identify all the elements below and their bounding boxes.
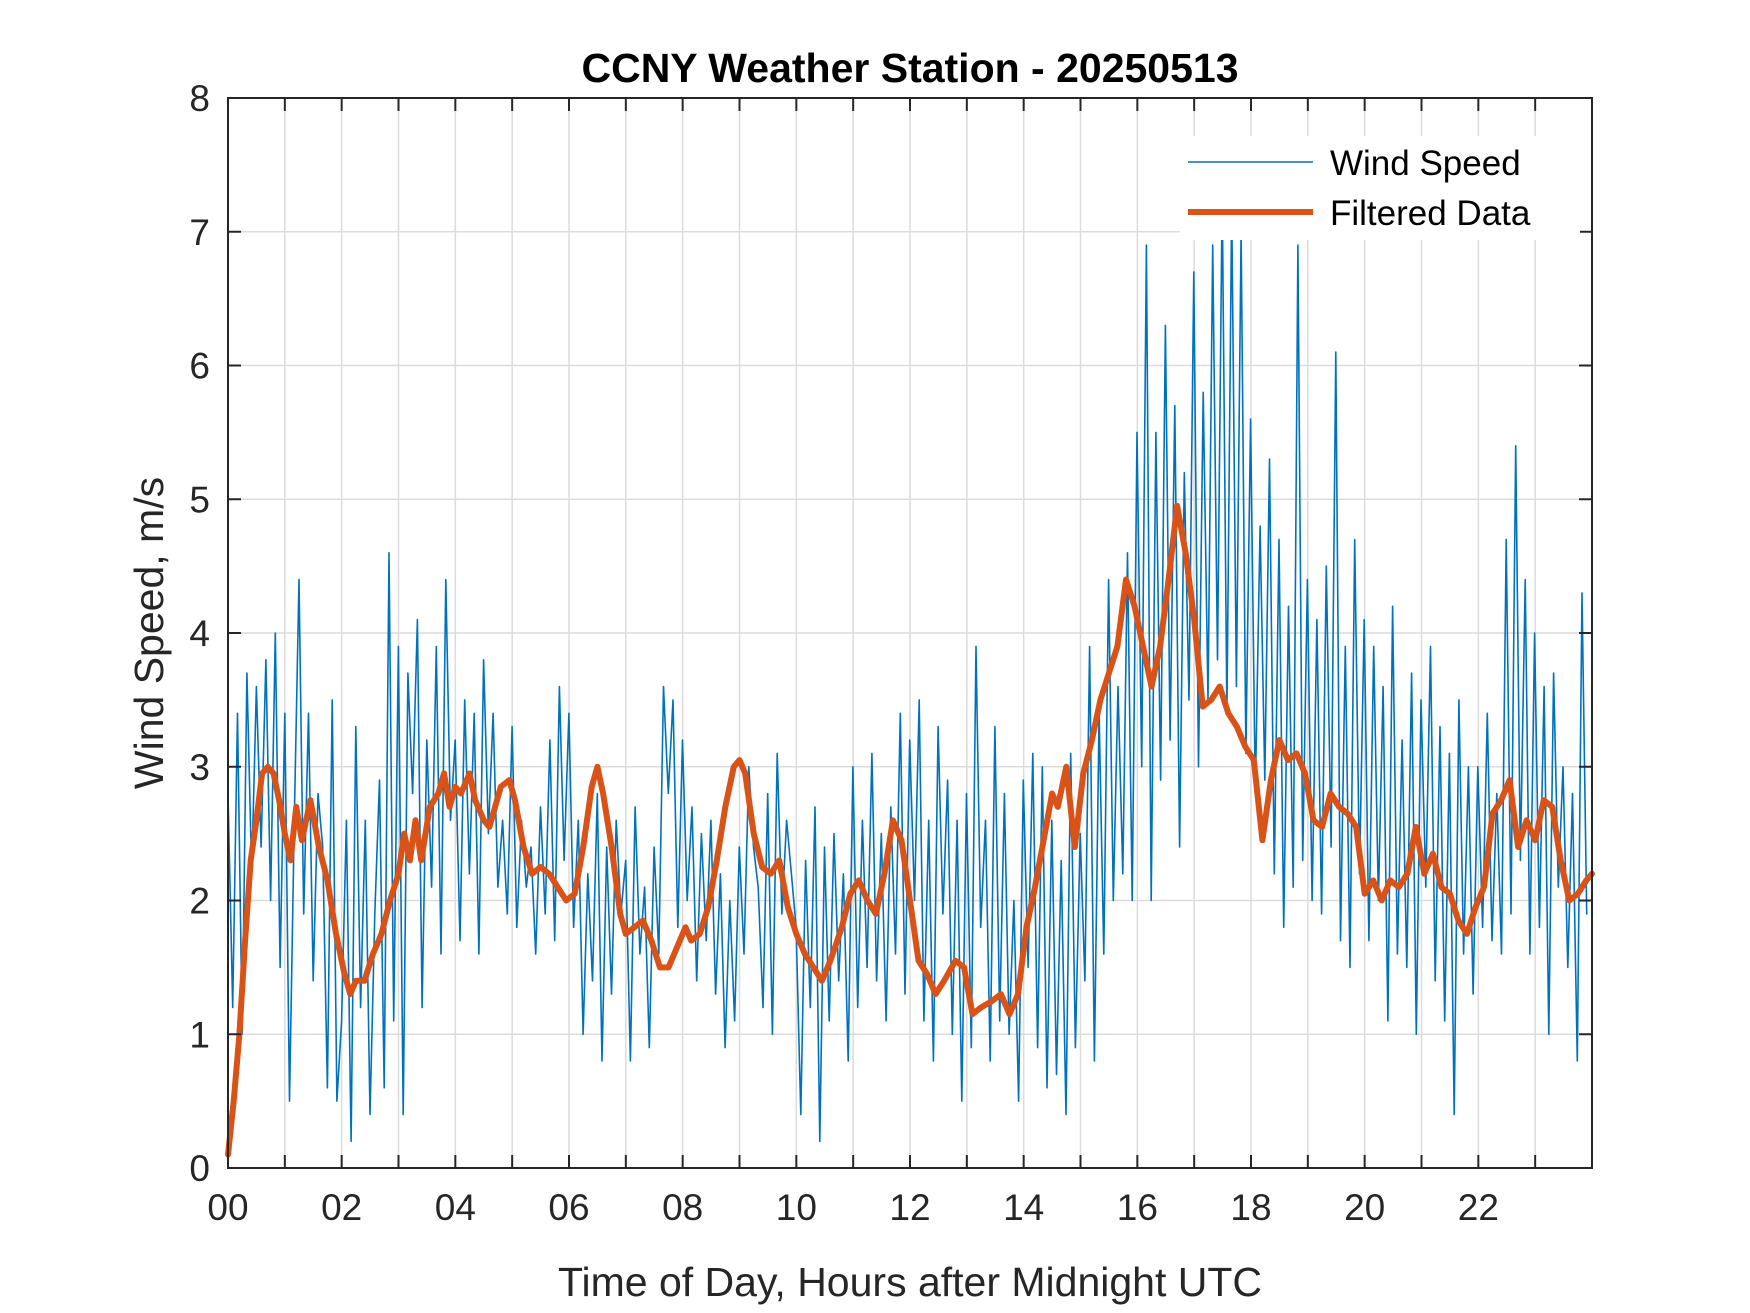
x-tick-label: 20 <box>1344 1187 1385 1228</box>
legend-label-wind-speed: Wind Speed <box>1330 144 1521 183</box>
x-tick-label: 18 <box>1230 1187 1271 1228</box>
x-axis-title: Time of Day, Hours after Midnight UTC <box>558 1259 1262 1305</box>
legend: Wind Speed Filtered Data <box>1180 136 1580 240</box>
y-tick-label: 1 <box>189 1014 210 1055</box>
x-tick-label: 02 <box>321 1187 362 1228</box>
x-tick-label: 12 <box>889 1187 930 1228</box>
ticks <box>227 97 1592 1169</box>
x-tick-label: 14 <box>1003 1187 1044 1228</box>
x-tick-label: 06 <box>548 1187 589 1228</box>
y-tick-label: 6 <box>189 346 210 387</box>
x-tick-label: 10 <box>776 1187 817 1228</box>
y-tick-label: 7 <box>189 212 210 253</box>
legend-background <box>1180 136 1580 240</box>
y-axis-title: Wind Speed, m/s <box>126 477 172 789</box>
y-tick-label: 5 <box>189 479 210 520</box>
y-tick-label: 8 <box>189 78 210 119</box>
chart-title: CCNY Weather Station - 20250513 <box>581 45 1238 91</box>
y-tick-label: 4 <box>189 613 210 654</box>
x-tick-label: 08 <box>662 1187 703 1228</box>
x-tick-label: 16 <box>1117 1187 1158 1228</box>
x-tick-label: 00 <box>207 1187 248 1228</box>
x-tick-label: 22 <box>1458 1187 1499 1228</box>
series-layer <box>225 190 1595 1158</box>
y-tick-label: 2 <box>189 881 210 922</box>
y-tick-label: 0 <box>189 1148 210 1189</box>
series-line-filtered <box>225 502 1595 1158</box>
y-tick-label: 3 <box>189 747 210 788</box>
legend-label-filtered-data: Filtered Data <box>1330 194 1531 233</box>
x-tick-label: 04 <box>435 1187 476 1228</box>
